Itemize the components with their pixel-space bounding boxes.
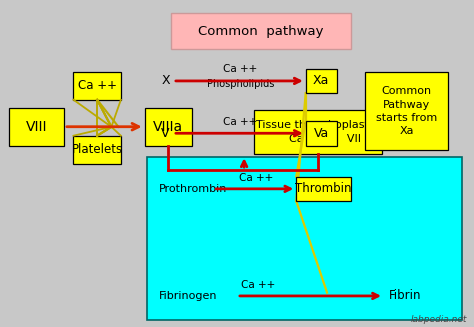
FancyBboxPatch shape xyxy=(145,108,192,146)
Text: Platelets: Platelets xyxy=(72,143,123,156)
Text: X: X xyxy=(161,75,170,87)
FancyBboxPatch shape xyxy=(73,72,121,100)
Text: Xa: Xa xyxy=(313,75,329,87)
Text: Common  pathway: Common pathway xyxy=(198,25,323,38)
FancyBboxPatch shape xyxy=(171,13,351,49)
Text: Phospholipids: Phospholipids xyxy=(207,79,274,89)
Text: Fibrinogen: Fibrinogen xyxy=(159,291,217,301)
Text: labpedia.net: labpedia.net xyxy=(410,315,467,324)
Text: Common
Pathway
starts from
Xa: Common Pathway starts from Xa xyxy=(376,86,437,136)
Text: Ca ++: Ca ++ xyxy=(223,117,258,127)
FancyBboxPatch shape xyxy=(147,157,462,320)
FancyBboxPatch shape xyxy=(365,72,448,150)
Text: Ca ++: Ca ++ xyxy=(241,280,275,290)
Text: Tissue thromboplastin
    Ca ++      VII: Tissue thromboplastin Ca ++ VII xyxy=(256,120,379,144)
FancyBboxPatch shape xyxy=(9,108,64,146)
FancyBboxPatch shape xyxy=(306,121,337,146)
Text: Ca ++: Ca ++ xyxy=(223,63,258,74)
Text: V: V xyxy=(161,127,170,140)
Text: Va: Va xyxy=(313,127,329,140)
FancyBboxPatch shape xyxy=(254,110,382,154)
FancyBboxPatch shape xyxy=(306,69,337,93)
Text: VIIIa: VIIIa xyxy=(153,120,183,134)
Text: Prothrombin: Prothrombin xyxy=(159,184,227,194)
Text: VIII: VIII xyxy=(26,120,47,134)
Text: Thrombin: Thrombin xyxy=(295,182,352,195)
Text: Fibrin: Fibrin xyxy=(389,289,421,302)
FancyBboxPatch shape xyxy=(296,177,351,201)
Text: Ca ++: Ca ++ xyxy=(239,173,273,183)
Text: Ca ++: Ca ++ xyxy=(78,79,117,92)
FancyBboxPatch shape xyxy=(73,136,121,164)
